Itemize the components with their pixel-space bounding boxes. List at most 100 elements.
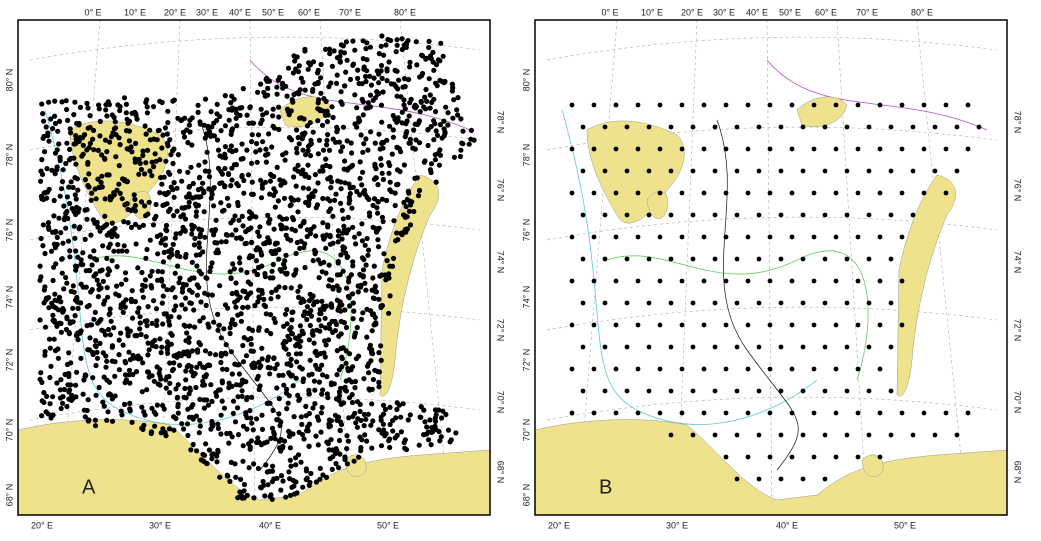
- station: [267, 216, 273, 223]
- station: [249, 327, 256, 333]
- station: [394, 93, 400, 99]
- station: [95, 224, 101, 230]
- station: [591, 322, 597, 328]
- station: [431, 137, 437, 143]
- latitude-label: 78° N: [4, 144, 14, 167]
- station: [139, 389, 145, 395]
- station: [338, 148, 344, 154]
- station: [206, 447, 212, 453]
- station: [382, 406, 389, 412]
- station: [37, 263, 43, 269]
- station: [203, 441, 209, 447]
- station: [167, 390, 173, 396]
- station: [271, 192, 277, 198]
- station: [107, 306, 113, 312]
- station: [299, 432, 306, 438]
- station: [756, 212, 762, 218]
- station: [193, 213, 199, 219]
- station: [319, 391, 325, 397]
- station: [305, 148, 311, 154]
- station: [294, 490, 300, 496]
- station: [140, 148, 146, 154]
- station: [394, 68, 400, 74]
- station: [833, 146, 839, 152]
- latitude-label: 76° N: [521, 219, 531, 242]
- station: [82, 236, 88, 242]
- station: [64, 208, 70, 215]
- station: [449, 88, 455, 94]
- station: [354, 105, 360, 111]
- station: [208, 264, 214, 270]
- station: [353, 356, 359, 362]
- station: [224, 366, 230, 373]
- station: [345, 278, 352, 285]
- station: [745, 278, 751, 284]
- station: [204, 149, 210, 155]
- station: [251, 461, 257, 467]
- station: [305, 143, 311, 150]
- station: [54, 167, 60, 173]
- station: [150, 104, 157, 110]
- station: [254, 376, 260, 382]
- station: [117, 107, 123, 114]
- station: [97, 340, 103, 346]
- station: [180, 212, 186, 218]
- station: [745, 322, 751, 328]
- station: [119, 196, 125, 202]
- station: [345, 438, 351, 444]
- station: [104, 232, 110, 238]
- station: [613, 234, 619, 240]
- station: [327, 423, 333, 429]
- station: [218, 412, 224, 418]
- station: [181, 426, 187, 432]
- station: [57, 118, 63, 124]
- station: [668, 300, 674, 306]
- station: [954, 124, 960, 130]
- station: [591, 102, 597, 108]
- station: [103, 107, 109, 113]
- station: [123, 128, 130, 134]
- station: [369, 401, 375, 407]
- station: [229, 317, 236, 323]
- station: [342, 387, 349, 393]
- station: [159, 269, 165, 275]
- station: [293, 183, 299, 189]
- latitude-label: 70° N: [521, 419, 531, 442]
- station: [372, 140, 378, 146]
- station: [172, 235, 178, 241]
- station: [140, 152, 146, 158]
- station: [332, 328, 338, 334]
- station: [46, 99, 52, 105]
- station: [233, 304, 239, 310]
- station: [355, 119, 362, 125]
- station: [855, 146, 861, 152]
- station: [87, 254, 93, 260]
- station: [844, 124, 850, 130]
- station: [320, 372, 326, 378]
- station: [105, 392, 112, 398]
- station: [255, 299, 261, 305]
- station: [294, 335, 301, 342]
- station: [160, 259, 167, 265]
- station: [50, 312, 56, 318]
- station: [316, 366, 322, 372]
- station: [209, 398, 215, 405]
- station: [354, 124, 360, 130]
- station: [233, 115, 239, 121]
- station: [153, 201, 159, 208]
- station: [248, 290, 254, 296]
- station: [395, 115, 401, 121]
- station: [80, 391, 86, 397]
- station: [262, 93, 268, 99]
- map-frame: [534, 19, 1008, 516]
- station: [284, 386, 290, 392]
- station: [200, 451, 206, 457]
- station: [415, 193, 422, 199]
- station: [414, 62, 420, 68]
- station: [376, 296, 382, 302]
- station: [138, 199, 145, 205]
- station: [142, 171, 148, 177]
- station: [151, 136, 157, 142]
- station: [226, 117, 232, 123]
- station: [275, 77, 281, 83]
